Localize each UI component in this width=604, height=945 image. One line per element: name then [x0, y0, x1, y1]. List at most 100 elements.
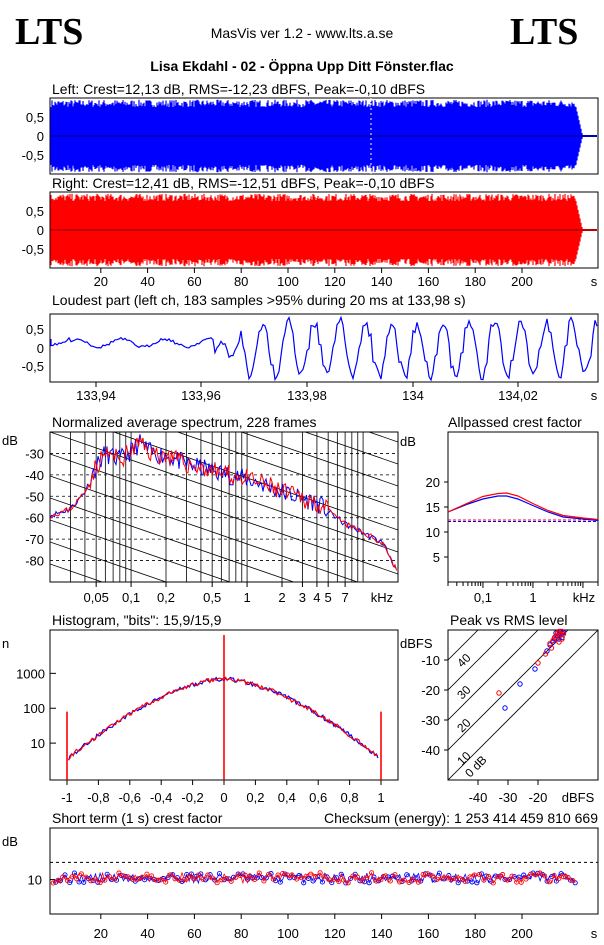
spec-diagonal — [50, 541, 168, 582]
hist-ytick: 10 — [31, 736, 45, 751]
pr-point — [553, 633, 559, 639]
st-point — [247, 873, 253, 879]
spec-diagonal — [50, 453, 398, 575]
wr-xtick: 100 — [277, 274, 299, 289]
wl-ytick-1: 0,5 — [26, 110, 44, 125]
st-xtick: 40 — [140, 926, 154, 941]
st-point — [401, 877, 407, 883]
st-point — [364, 875, 370, 881]
st-point — [507, 877, 513, 883]
st-point — [415, 879, 421, 885]
spec-ytick: -80 — [25, 554, 44, 569]
st-point — [284, 872, 290, 878]
spec-diagonal — [240, 432, 398, 487]
st-point — [177, 877, 183, 884]
short-term-frame — [49, 827, 599, 915]
st-xtick: 80 — [234, 926, 248, 941]
wl-ytick-3: -0,5 — [22, 148, 44, 163]
pr-point — [554, 630, 561, 636]
st-point — [509, 873, 515, 879]
pr-point — [556, 628, 562, 635]
st-point — [172, 876, 178, 882]
wr-xtick: 200 — [511, 274, 533, 289]
wr-xtick: 180 — [464, 274, 486, 289]
st-xtick: 120 — [324, 926, 346, 941]
st-point — [116, 870, 122, 876]
track-title: Lisa Ekdahl - 02 - Öppna Upp Ditt Fönste… — [150, 58, 454, 74]
st-point — [60, 874, 66, 880]
pr-point — [532, 666, 538, 672]
pr-xtick: -20 — [529, 790, 548, 805]
pr-point — [535, 660, 541, 666]
pr-ytick: -40 — [421, 743, 440, 758]
waveform-left-frame — [49, 97, 599, 175]
spec-ytick: -50 — [25, 489, 44, 504]
spec-ytick: -70 — [25, 532, 44, 547]
st-point — [354, 874, 361, 880]
pr-point — [542, 651, 549, 657]
st-point — [200, 876, 206, 882]
spectrum-title: Normalized average spectrum, 228 frames — [52, 414, 317, 430]
lp-xtick: 133,96 — [181, 388, 221, 403]
st-point — [298, 875, 304, 881]
pr-diagonal — [448, 630, 598, 780]
histogram-ylabel: n — [2, 636, 9, 651]
st-point — [434, 876, 440, 882]
histogram-panel: Histogram, "bits": 15,9/15,9 n 100010010… — [2, 612, 399, 805]
spectrum-panel: Normalized average spectrum, 228 frames … — [2, 414, 399, 605]
ap-series-0 — [447, 495, 599, 522]
st-point — [469, 879, 475, 885]
st-point — [158, 877, 164, 883]
st-point — [106, 874, 113, 880]
st-point — [322, 873, 328, 879]
st-point — [88, 878, 94, 884]
st-point — [261, 878, 267, 884]
st-point — [404, 872, 410, 878]
allpassed-frame — [447, 431, 599, 583]
spectrum-right — [49, 436, 397, 571]
st-point — [467, 874, 473, 880]
st-point — [383, 873, 389, 879]
lp-xtick: 134,02 — [498, 388, 538, 403]
spec-xtick: 4 — [313, 590, 320, 605]
st-point — [516, 874, 522, 880]
pr-point — [560, 631, 567, 637]
ap-ytick: 15 — [426, 500, 440, 515]
pr-ytick: -20 — [421, 683, 440, 698]
st-point — [560, 874, 567, 880]
spec-diagonal — [50, 432, 398, 553]
spectrum-grid — [49, 432, 399, 582]
spec-diagonal — [50, 475, 359, 582]
st-point — [542, 873, 548, 879]
st-point — [420, 871, 426, 877]
st-point — [289, 872, 295, 878]
pr-point — [517, 681, 523, 687]
hist-xtick: 0,8 — [341, 790, 359, 805]
st-point — [102, 877, 108, 883]
wr-ytick-2: 0 — [37, 223, 44, 238]
spec-ytick: -60 — [25, 511, 44, 526]
waveform-right-frame — [49, 191, 599, 269]
st-point — [135, 876, 141, 882]
st-point — [387, 878, 393, 884]
st-point — [242, 872, 248, 878]
st-point — [457, 876, 464, 882]
st-point — [362, 879, 368, 885]
peak-rms-title: Peak vs RMS level — [450, 612, 567, 628]
st-point — [195, 872, 201, 878]
wr-xtick: 160 — [418, 274, 440, 289]
ap-series-1 — [447, 492, 599, 521]
st-point — [378, 877, 384, 883]
histogram-title: Histogram, "bits": 15,9/15,9 — [52, 612, 222, 628]
st-point — [406, 879, 412, 886]
pr-point — [557, 631, 564, 638]
st-point — [371, 874, 377, 880]
lp-xtick: 133,94 — [76, 388, 116, 403]
short-term-ylabel: dB — [2, 834, 18, 849]
wr-xtick: 120 — [324, 274, 346, 289]
allpassed-ylabel: dB — [400, 434, 416, 449]
st-point — [50, 880, 56, 886]
st-xtick: 20 — [94, 926, 108, 941]
